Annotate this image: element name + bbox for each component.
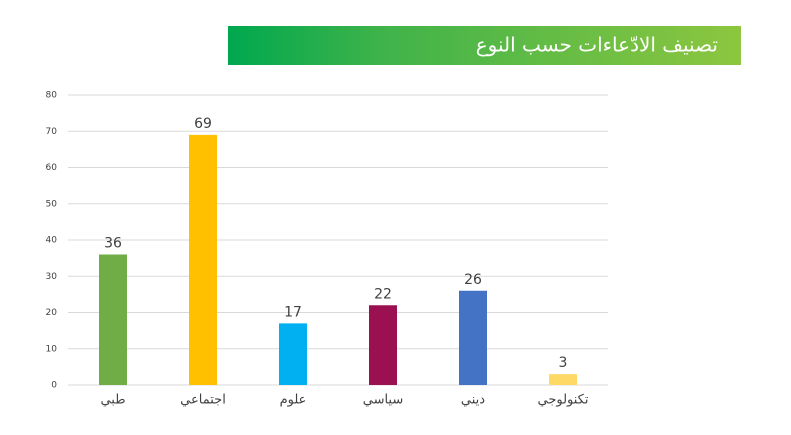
value-label: 22 (374, 286, 392, 302)
value-label: 26 (464, 272, 482, 288)
y-tick-label: 20 (46, 308, 58, 318)
x-tick-label: سياسي (363, 393, 404, 408)
bar (549, 374, 577, 385)
y-tick-label: 80 (46, 91, 58, 101)
y-tick-label: 10 (46, 344, 58, 354)
y-tick-label: 0 (51, 381, 57, 391)
y-tick-label: 40 (46, 236, 58, 246)
title-banner (228, 26, 741, 65)
bar (369, 305, 397, 385)
x-tick-label: اجتماعي (180, 393, 226, 408)
x-tick-label: علوم (280, 393, 307, 408)
x-tick-label: ديني (461, 393, 485, 408)
value-label: 3 (559, 355, 568, 371)
value-label: 69 (194, 116, 212, 132)
value-label: 36 (104, 236, 122, 252)
y-tick-label: 50 (46, 199, 58, 209)
y-tick-label: 60 (46, 163, 58, 173)
bar (459, 290, 487, 385)
y-tick-label: 70 (46, 127, 58, 137)
value-label: 17 (284, 304, 302, 320)
x-tick-label: طبي (100, 393, 125, 408)
chart-title: تصنيف الادّعاءات حسب النوع (476, 33, 718, 57)
x-tick-label: تكنولوجي (538, 393, 589, 408)
bar (189, 134, 217, 385)
y-tick-label: 30 (46, 272, 58, 282)
bar (279, 323, 307, 385)
bar (99, 254, 127, 385)
